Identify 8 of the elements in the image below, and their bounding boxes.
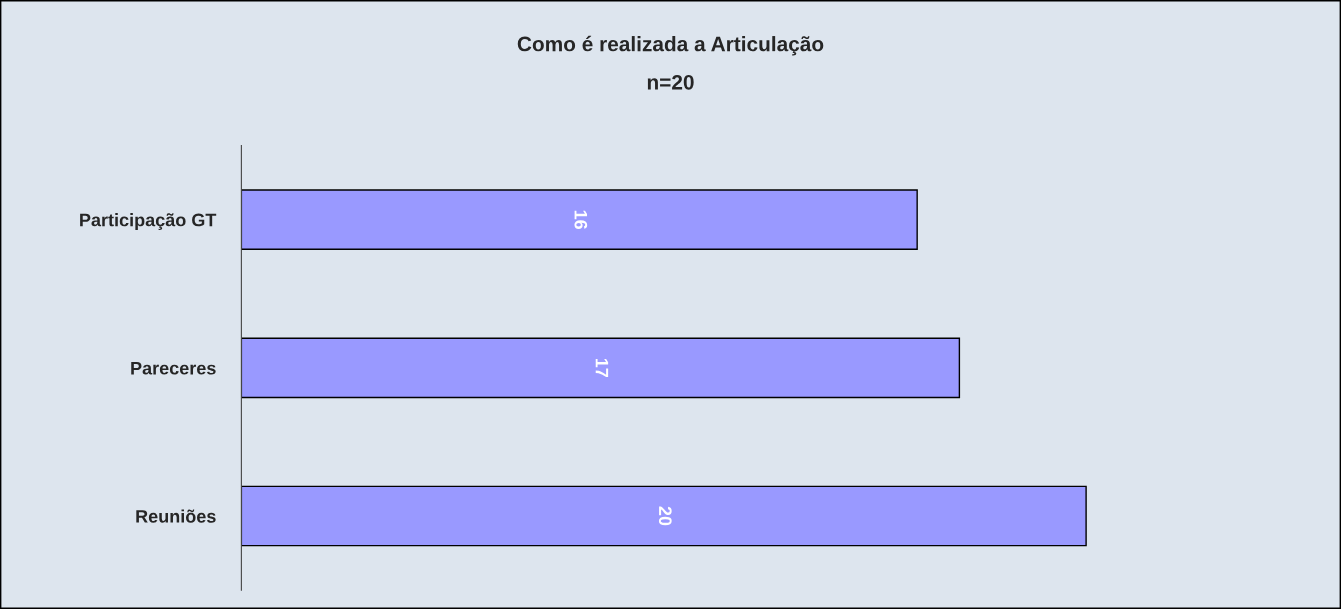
y-tick-label: Participação GT: [80, 213, 217, 230]
y-tick-label: Pareceres: [131, 361, 216, 375]
y-tick-label: Reuniões: [136, 509, 216, 523]
data-label: 20: [658, 506, 672, 526]
data-label: 16: [574, 210, 588, 230]
chart-title: Como é realizada a Articulação: [517, 35, 824, 56]
chart-subtitle: n=20: [647, 74, 694, 90]
data-label: 17: [595, 358, 609, 378]
